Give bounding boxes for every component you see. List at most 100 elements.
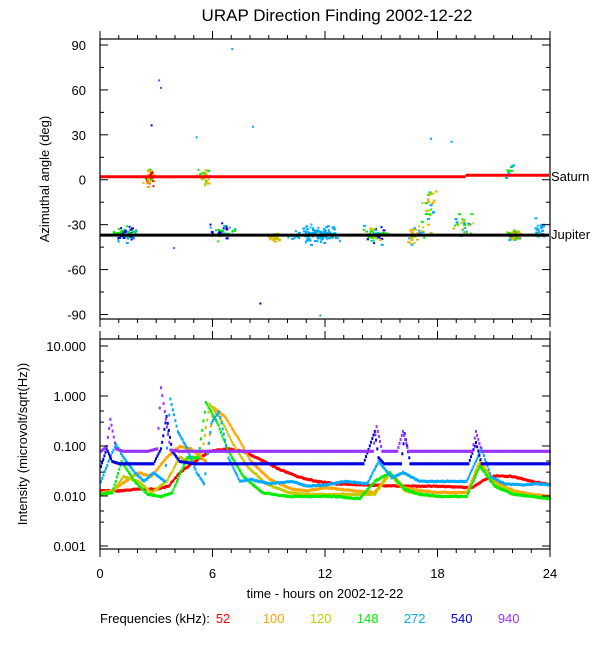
intensity-point (355, 483, 358, 487)
intensity-point (240, 479, 242, 483)
intensity-point (470, 484, 473, 488)
intensity-point (543, 482, 546, 486)
intensity-point (510, 449, 513, 453)
intensity-point (466, 486, 469, 490)
intensity-point (287, 462, 290, 466)
intensity-point (305, 449, 308, 453)
intensity-point (241, 444, 244, 448)
intensity-point (249, 449, 252, 453)
intensity-point (260, 462, 263, 466)
intensity-point (260, 477, 263, 481)
intensity-point (336, 481, 339, 485)
intensity-point (401, 470, 404, 474)
azimuth-point (321, 237, 324, 240)
intensity-point (333, 481, 336, 485)
intensity-point (353, 497, 356, 501)
intensity-point (317, 449, 320, 453)
intensity-point (418, 493, 421, 497)
intensity-point (144, 462, 147, 466)
intensity-point (161, 494, 164, 498)
intensity-point (482, 467, 485, 470)
y-tick-label: -30 (67, 218, 86, 233)
intensity-point (120, 449, 122, 452)
intensity-point (217, 449, 220, 453)
intensity-point (155, 473, 157, 477)
intensity-point (154, 470, 157, 474)
intensity-point (391, 462, 394, 466)
intensity-point (421, 449, 424, 453)
azimuth-point (380, 243, 384, 246)
intensity-point (500, 449, 503, 453)
intensity-point (111, 488, 114, 492)
intensity-point (468, 485, 470, 489)
intensity-point (255, 465, 258, 469)
intensity-point (311, 449, 314, 453)
intensity-point (414, 462, 417, 466)
azimuth-point (420, 220, 424, 223)
intensity-point (272, 464, 275, 468)
intensity-point (290, 487, 293, 490)
intensity-point (502, 485, 504, 489)
intensity-point (151, 494, 154, 498)
intensity-point (436, 479, 439, 483)
intensity-point (359, 481, 362, 485)
intensity-point (157, 494, 160, 498)
intensity-point (448, 462, 451, 466)
azimuth-point (275, 236, 279, 239)
intensity-point (333, 494, 336, 498)
intensity-point (223, 415, 226, 419)
intensity-point (496, 474, 499, 478)
intensity-point (384, 484, 387, 488)
intensity-point (364, 449, 367, 453)
intensity-point (445, 462, 448, 466)
intensity-point (247, 478, 250, 482)
intensity-point (121, 462, 124, 466)
intensity-point (168, 475, 170, 479)
intensity-point (355, 496, 358, 500)
intensity-point (335, 462, 338, 466)
intensity-point (441, 479, 444, 483)
azimuth-point (378, 239, 382, 241)
intensity-point (200, 455, 203, 459)
intensity-point (354, 489, 357, 493)
intensity-point (268, 478, 271, 482)
intensity-point (488, 471, 491, 475)
intensity-point (444, 462, 447, 466)
azimuth-point (538, 231, 541, 233)
azimuth-plot-frame (99, 38, 551, 320)
intensity-point (225, 447, 228, 451)
intensity-point (138, 487, 141, 491)
intensity-point (483, 466, 486, 470)
intensity-point (163, 479, 166, 483)
intensity-point (345, 492, 348, 496)
intensity-point (400, 462, 402, 466)
intensity-point (246, 453, 249, 457)
intensity-point (353, 489, 356, 493)
intensity-point (158, 464, 161, 468)
intensity-point (372, 481, 375, 485)
intensity-point (274, 462, 277, 466)
intensity-point (289, 471, 292, 475)
intensity-point (149, 462, 151, 466)
intensity-point (112, 460, 115, 464)
intensity-point (440, 494, 443, 498)
intensity-point (162, 434, 165, 438)
intensity-point (511, 492, 514, 496)
intensity-point (458, 490, 461, 494)
intensity-point (339, 480, 342, 484)
intensity-point (248, 452, 251, 456)
azimuth-point (204, 184, 207, 187)
azimuth-point (316, 237, 320, 240)
intensity-point (133, 473, 136, 477)
intensity-point (122, 489, 125, 493)
intensity-point (497, 484, 500, 488)
intensity-point (521, 494, 524, 497)
intensity-point (426, 462, 429, 466)
intensity-point (260, 458, 263, 462)
intensity-point (325, 449, 328, 453)
intensity-point (310, 488, 313, 492)
intensity-point (319, 449, 322, 453)
azimuth-point (454, 218, 458, 221)
intensity-point (306, 489, 309, 493)
intensity-point (435, 480, 438, 484)
